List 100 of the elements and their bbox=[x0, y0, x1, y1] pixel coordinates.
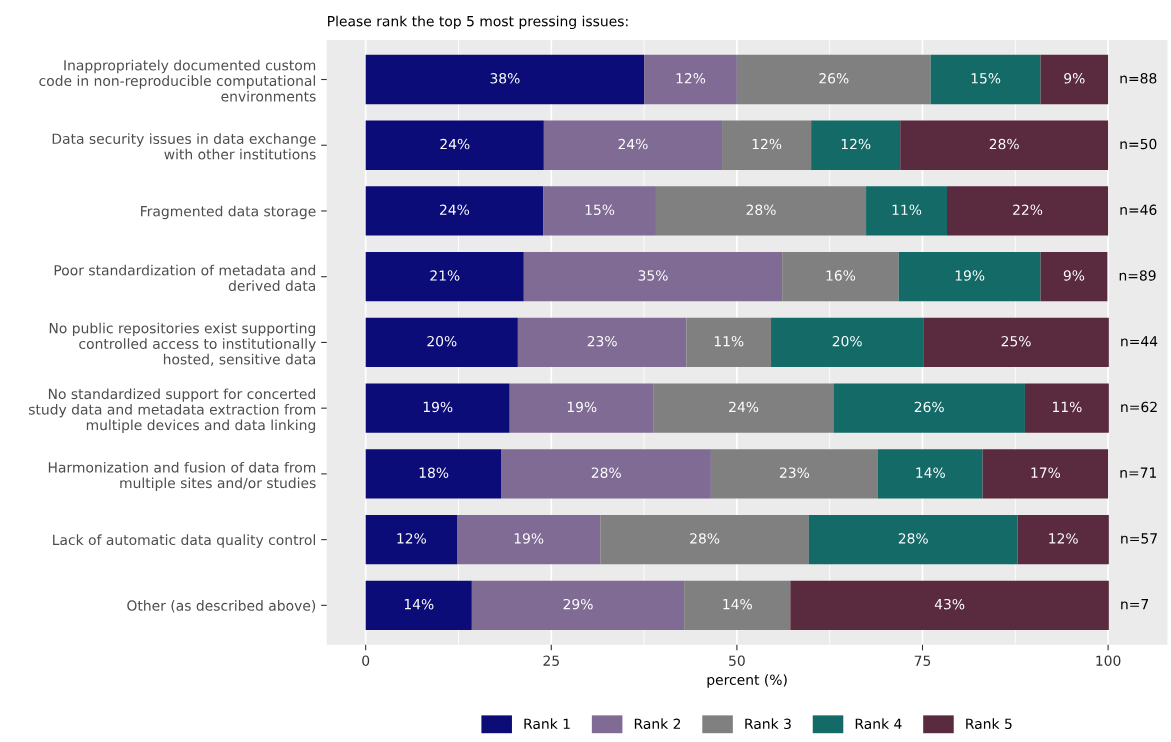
data-label: 38% bbox=[490, 73, 520, 84]
y-tick-label: No standardized support for concerted study data and metadata extraction from multiple devices and data linking bbox=[28, 388, 316, 433]
annotation: n=57 bbox=[1121, 533, 1157, 544]
data-label: 9% bbox=[1063, 270, 1085, 281]
bar bbox=[365, 383, 510, 433]
bar bbox=[365, 186, 544, 236]
y-tick-label: Inappropriately documented custom code in non-reproducible computational environments bbox=[39, 59, 316, 102]
y-tick-label: No public repositories exist supporting controlled access to institutionally hosted, sensitive data bbox=[49, 322, 316, 366]
data-label: 20% bbox=[427, 335, 457, 347]
bar bbox=[644, 54, 737, 105]
data-label: 26% bbox=[819, 73, 849, 84]
data-label: 20% bbox=[832, 335, 862, 347]
data-label: 19% bbox=[514, 533, 544, 544]
bar bbox=[710, 449, 878, 499]
legend-label: Rank 5 bbox=[966, 718, 1012, 730]
bar bbox=[655, 186, 867, 236]
data-label: 23% bbox=[780, 467, 810, 478]
y-tick-label: Lack of automatic data quality control bbox=[53, 534, 315, 548]
annotation: n=71 bbox=[1120, 467, 1157, 478]
data-label: 26% bbox=[914, 401, 944, 413]
y-tick-label: Poor standardization of metadata and derived data bbox=[54, 264, 316, 292]
data-label: 24% bbox=[440, 138, 470, 150]
bar bbox=[982, 449, 1109, 499]
bar bbox=[1017, 514, 1109, 565]
data-label: 18% bbox=[419, 467, 449, 478]
bar bbox=[501, 449, 711, 499]
data-label: 19% bbox=[423, 401, 453, 413]
y-tick-label: Fragmented data storage bbox=[141, 205, 316, 220]
bar bbox=[684, 580, 791, 631]
bar bbox=[722, 120, 812, 170]
data-label: 28% bbox=[898, 533, 928, 544]
annotation: n=62 bbox=[1121, 401, 1157, 413]
bar bbox=[365, 449, 502, 499]
data-label: 24% bbox=[439, 204, 470, 215]
annotation: n=44 bbox=[1121, 336, 1158, 347]
y-tick-label: Other (as described above) bbox=[127, 600, 316, 613]
data-label: 28% bbox=[989, 138, 1019, 150]
bar bbox=[808, 514, 1018, 565]
bar bbox=[1024, 383, 1109, 433]
data-label: 12% bbox=[676, 73, 706, 84]
chart-title: Please rank the top 5 most pressing issues: bbox=[328, 15, 628, 30]
bar bbox=[833, 383, 1025, 433]
bar bbox=[898, 252, 1041, 302]
bar bbox=[736, 54, 931, 105]
data-label: 22% bbox=[1013, 204, 1043, 215]
data-label: 11% bbox=[714, 335, 744, 347]
bar bbox=[471, 580, 685, 631]
data-label: 24% bbox=[729, 401, 759, 413]
data-label: 19% bbox=[955, 270, 985, 281]
x-tick-label: 0 bbox=[362, 655, 370, 666]
legend-label: Rank 4 bbox=[855, 718, 902, 730]
data-label: 16% bbox=[826, 270, 856, 281]
bar bbox=[930, 54, 1041, 105]
bar bbox=[365, 54, 645, 105]
annotation: n=50 bbox=[1120, 138, 1157, 150]
x-tick-label: 50 bbox=[729, 655, 745, 666]
data-label: 15% bbox=[971, 73, 1001, 84]
data-label: 12% bbox=[1049, 533, 1078, 544]
data-label: 14% bbox=[723, 598, 752, 610]
bar bbox=[790, 580, 1109, 631]
annotation: n=89 bbox=[1119, 270, 1156, 281]
data-label: 9% bbox=[1064, 73, 1085, 84]
bar bbox=[782, 252, 899, 302]
data-label: 29% bbox=[563, 598, 593, 610]
data-label: 24% bbox=[618, 138, 648, 150]
bar bbox=[600, 514, 809, 565]
data-label: 21% bbox=[430, 270, 460, 281]
data-label: 12% bbox=[397, 533, 427, 544]
data-label: 11% bbox=[1052, 401, 1082, 413]
data-label: 43% bbox=[934, 598, 965, 610]
bar bbox=[365, 252, 524, 302]
bar bbox=[365, 120, 544, 170]
data-label: 23% bbox=[587, 335, 617, 347]
data-label: 15% bbox=[585, 204, 615, 215]
legend-label: Rank 1 bbox=[524, 718, 570, 730]
data-label: 19% bbox=[567, 401, 597, 413]
bar bbox=[543, 120, 723, 170]
bar bbox=[457, 514, 601, 565]
data-label: 17% bbox=[1031, 467, 1061, 478]
data-label: 28% bbox=[746, 204, 776, 215]
bar bbox=[1040, 252, 1108, 302]
bar bbox=[923, 317, 1109, 368]
data-label: 28% bbox=[591, 467, 621, 478]
x-axis-title: percent (%) bbox=[707, 674, 787, 688]
data-label: 25% bbox=[1001, 335, 1031, 347]
bar bbox=[509, 383, 654, 433]
legend-label: Rank 3 bbox=[745, 718, 791, 730]
annotation: n=7 bbox=[1121, 599, 1149, 610]
legend-label: Rank 2 bbox=[634, 718, 681, 730]
bar bbox=[523, 252, 783, 302]
data-label: 14% bbox=[916, 467, 945, 478]
data-label: 11% bbox=[892, 204, 922, 215]
data-label: 14% bbox=[404, 598, 434, 610]
bar bbox=[900, 120, 1109, 170]
data-label: 12% bbox=[752, 138, 782, 150]
annotation: n=88 bbox=[1120, 73, 1157, 84]
bar bbox=[771, 317, 924, 368]
x-tick-label: 25 bbox=[543, 655, 559, 666]
x-tick-label: 75 bbox=[914, 655, 931, 666]
data-label: 35% bbox=[638, 270, 668, 281]
